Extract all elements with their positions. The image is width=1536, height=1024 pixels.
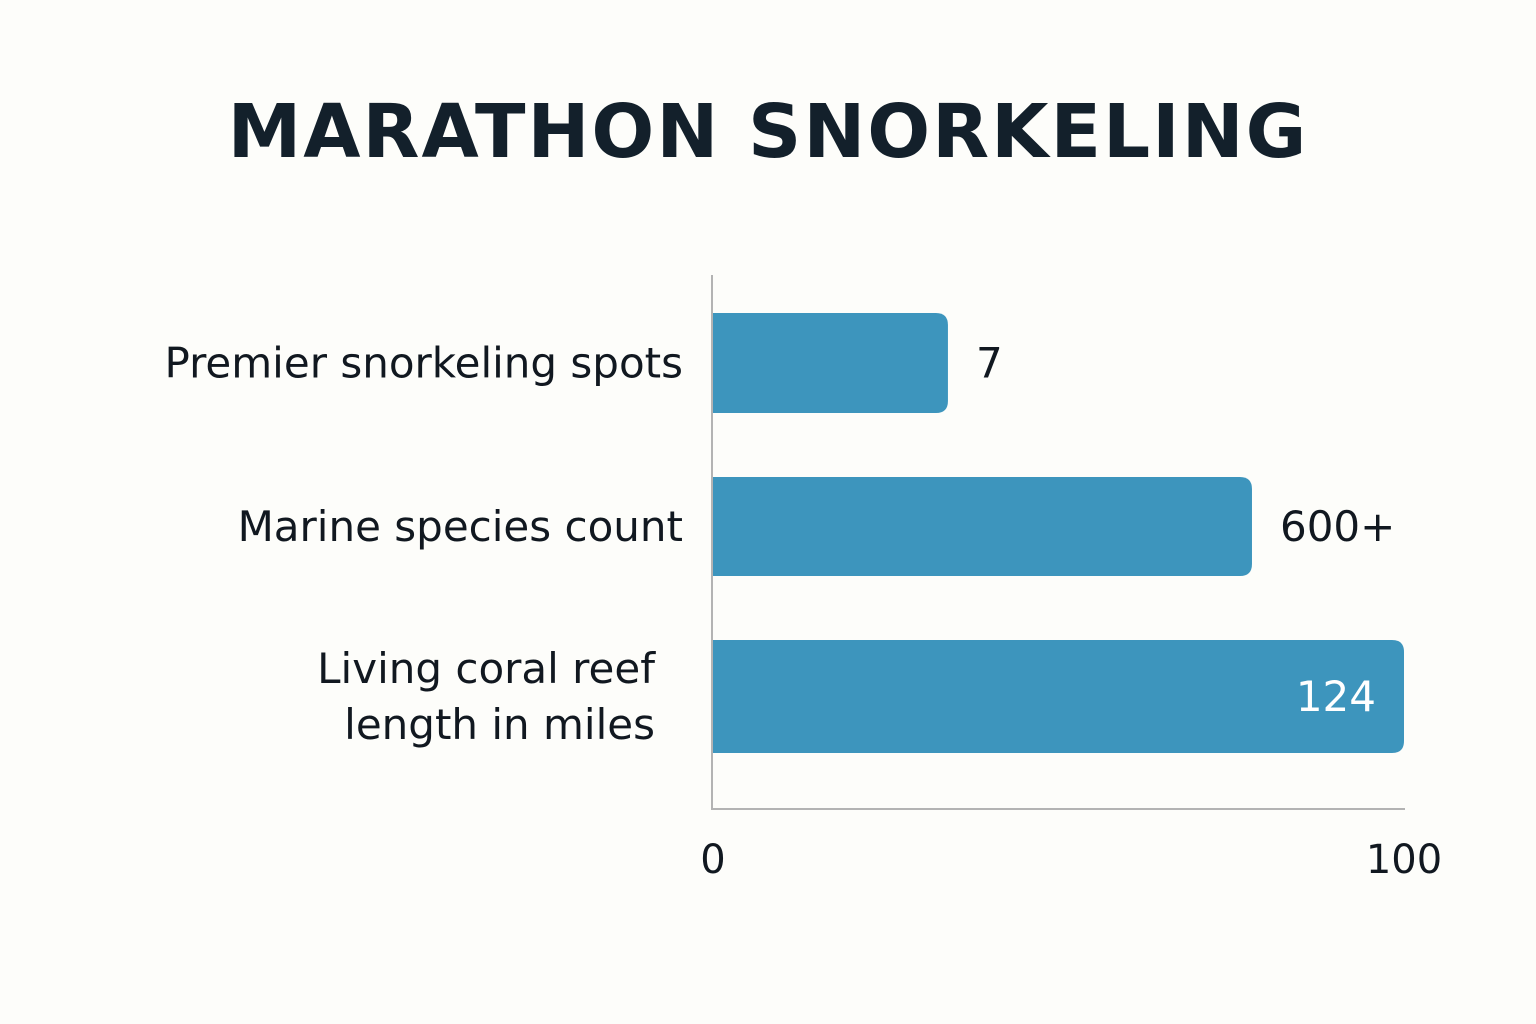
bars-group: [713, 313, 1404, 753]
chart-title: MARATHON SNORKELING: [227, 89, 1309, 175]
category-label-2-line-0: Living coral reef: [317, 644, 656, 693]
value-label-1: 600+: [1280, 502, 1395, 551]
bar-2: [713, 640, 1404, 753]
category-label-2-line-1: length in miles: [344, 700, 655, 749]
value-label-2: 124: [1296, 672, 1376, 721]
x-tick-labels-group: 0 100: [700, 837, 1442, 883]
category-label-0: Premier snorkeling spots: [165, 339, 684, 388]
x-tick-label-1: 100: [1366, 837, 1442, 883]
value-label-0: 7: [976, 339, 1003, 388]
value-labels-group: 7 600+ 124: [976, 339, 1395, 722]
x-tick-label-0: 0: [700, 837, 725, 883]
bar-1: [713, 477, 1252, 576]
category-label-1: Marine species count: [238, 502, 683, 551]
category-labels-group: Premier snorkeling spots Marine species c…: [165, 339, 684, 750]
bar-0: [713, 313, 948, 413]
